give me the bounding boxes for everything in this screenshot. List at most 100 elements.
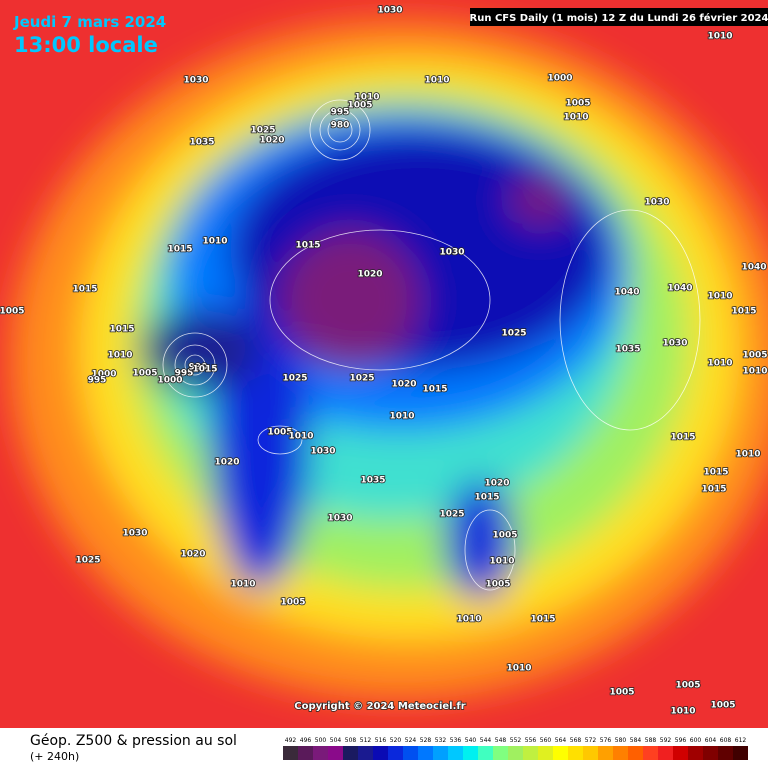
legend-tick: 492 — [285, 737, 297, 744]
copyright: Copyright © 2024 Meteociel.fr — [294, 701, 465, 712]
isobar-label: 1025 — [75, 556, 100, 566]
legend-subtitle: (+ 240h) — [30, 750, 79, 763]
legend-swatch — [703, 746, 718, 760]
isobar-label: 995 — [331, 108, 350, 118]
isobar-label: 1030 — [644, 198, 669, 208]
legend-swatch — [583, 746, 598, 760]
legend-tick: 600 — [690, 737, 702, 744]
isobar-label: 1005 — [485, 580, 510, 590]
isobar-label: 1015 — [701, 485, 726, 495]
legend-swatch — [598, 746, 613, 760]
isobar-label: 1025 — [349, 374, 374, 384]
isobar-label: 1015 — [731, 307, 756, 317]
forecast-time: 13:00 locale — [14, 33, 158, 57]
legend-tick: 504 — [330, 737, 342, 744]
legend-tick: 596 — [675, 737, 687, 744]
legend-tick: 524 — [405, 737, 417, 744]
legend-tick: 552 — [510, 737, 522, 744]
legend-swatch — [313, 746, 328, 760]
legend-tick: 508 — [345, 737, 357, 744]
isobar-label: 1040 — [741, 263, 766, 273]
legend-swatch — [523, 746, 538, 760]
legend-swatch — [358, 746, 373, 760]
isobar-label: 1020 — [484, 479, 509, 489]
legend-tick: 588 — [645, 737, 657, 744]
legend-tick: 612 — [735, 737, 747, 744]
legend-tick: 548 — [495, 737, 507, 744]
isobar-label: 1035 — [615, 345, 640, 355]
isobar-label: 1010 — [230, 580, 255, 590]
isobar-label: 1010 — [288, 432, 313, 442]
isobar-label: 1005 — [609, 688, 634, 698]
legend-tick: 516 — [375, 737, 387, 744]
isobar-label: 1010 — [389, 412, 414, 422]
isobar-label: 1020 — [259, 136, 284, 146]
isobar-label: 1015 — [167, 245, 192, 255]
legend-swatch — [613, 746, 628, 760]
isobar-label: 1015 — [109, 325, 134, 335]
isobar-label: 1030 — [310, 447, 335, 457]
isobar-label: 1000 — [91, 370, 116, 380]
legend-tick: 540 — [465, 737, 477, 744]
forecast-date: Jeudi 7 mars 2024 — [13, 13, 166, 31]
isobar-label: 1000 — [547, 74, 572, 84]
isobar-label: 1010 — [563, 113, 588, 123]
isobar-label: 1030 — [439, 248, 464, 258]
isobar-label: 1005 — [280, 598, 305, 608]
legend-swatch — [418, 746, 433, 760]
isobar-label: 1010 — [424, 76, 449, 86]
isobar-label: 1025 — [501, 329, 526, 339]
isobar-label: 1010 — [202, 237, 227, 247]
legend-tick: 528 — [420, 737, 432, 744]
run-box — [470, 8, 768, 26]
legend-tick: 608 — [720, 737, 732, 744]
isobar-label: 1015 — [530, 615, 555, 625]
isobar-label: 1005 — [675, 681, 700, 691]
isobar-label: 1030 — [662, 339, 687, 349]
isobar-label: 1005 — [710, 701, 735, 711]
isobar-label: 1015 — [703, 468, 728, 478]
isobar-label: 1040 — [667, 284, 692, 294]
isobar-label: 1010 — [742, 367, 767, 377]
legend-swatch — [403, 746, 418, 760]
isobar-label: 1020 — [214, 458, 239, 468]
isobar-label: 1020 — [180, 550, 205, 560]
legend-swatch — [493, 746, 508, 760]
isobar-label: 1015 — [670, 433, 695, 443]
isobar-label: 1035 — [360, 476, 385, 486]
map-field — [0, 0, 768, 728]
run-info: Run CFS Daily (1 mois) 12 Z du Lundi 26 … — [470, 12, 768, 24]
isobar-label: 1020 — [357, 270, 382, 280]
legend-swatch — [328, 746, 343, 760]
legend-title: Géop. Z500 & pression au sol — [30, 733, 237, 749]
isobar-label: 1040 — [614, 288, 639, 298]
legend-swatch — [568, 746, 583, 760]
legend-tick: 584 — [630, 737, 642, 744]
isobar-label: 995 — [175, 369, 194, 379]
legend-tick: 592 — [660, 737, 672, 744]
legend-swatch — [298, 746, 313, 760]
legend-swatch — [553, 746, 568, 760]
isobar-label: 1030 — [377, 6, 402, 16]
isobar-label: 1010 — [456, 615, 481, 625]
isobar-label: 1005 — [742, 351, 767, 361]
legend-swatch — [478, 746, 493, 760]
isobar-label: 1000 — [157, 376, 182, 386]
isobar-label: 995 — [88, 376, 107, 386]
isobar-label: 1005 — [347, 101, 372, 111]
legend-swatch — [718, 746, 733, 760]
legend-tick: 536 — [450, 737, 462, 744]
legend-tick: 572 — [585, 737, 597, 744]
isobar-label: 1010 — [707, 292, 732, 302]
isobar-label: 990 — [189, 363, 208, 373]
legend-swatch — [343, 746, 358, 760]
isobar-label: 1010 — [735, 450, 760, 460]
isobar-label: 1010 — [107, 351, 132, 361]
isobar-label: 1010 — [506, 664, 531, 674]
legend-swatch — [448, 746, 463, 760]
isobar-label: 1015 — [192, 365, 217, 375]
legend-swatch — [508, 746, 523, 760]
legend-tick: 556 — [525, 737, 537, 744]
